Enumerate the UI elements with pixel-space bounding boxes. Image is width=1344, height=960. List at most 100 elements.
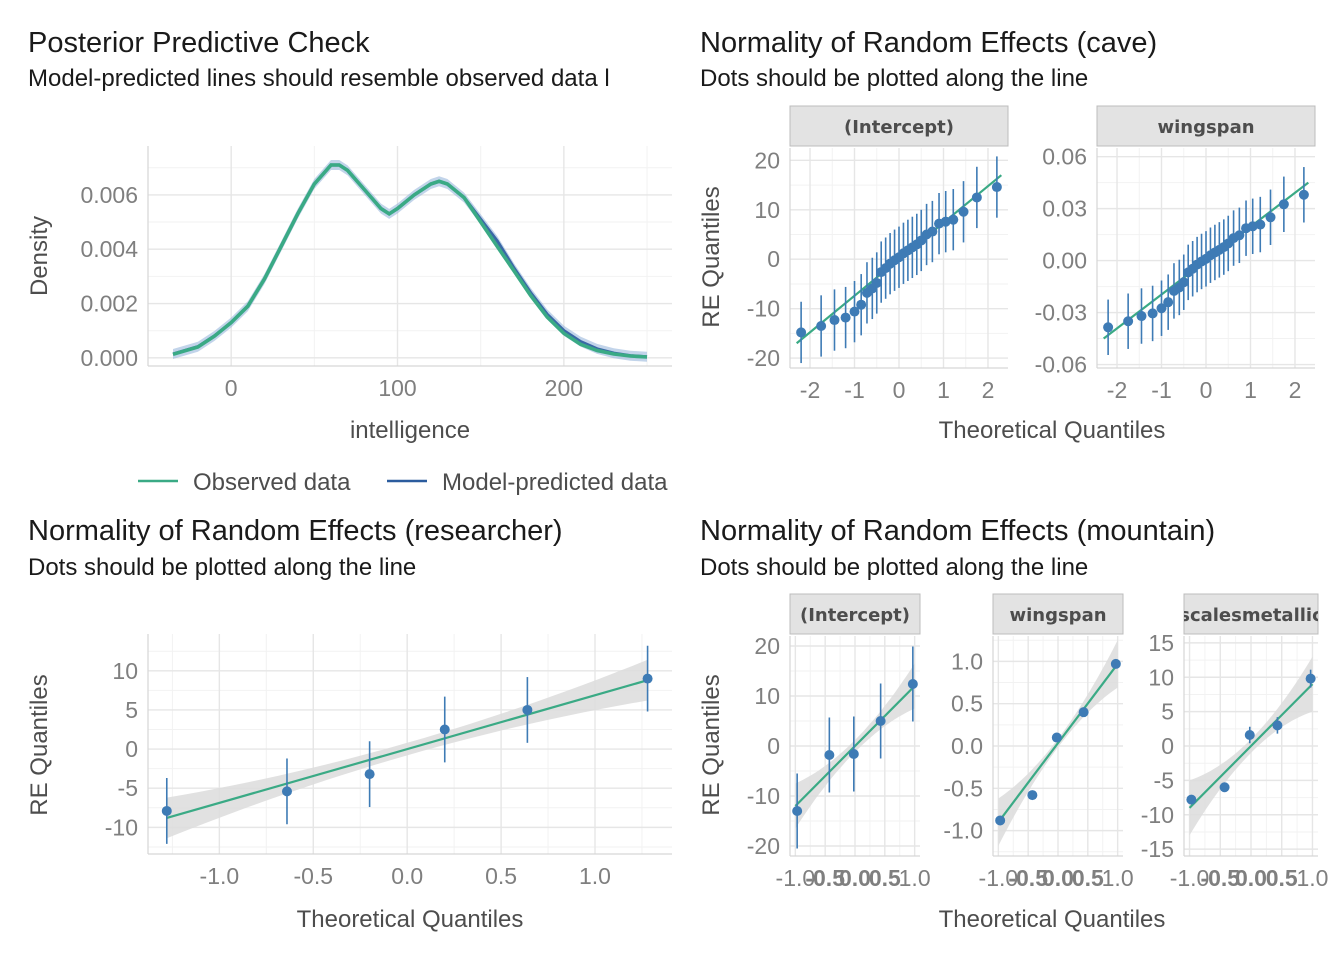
y-tick-label: -10 — [105, 814, 138, 840]
data-point — [1110, 658, 1121, 669]
data-point — [1305, 673, 1316, 684]
facet-strip — [1096, 105, 1316, 147]
y-tick-label: 0.000 — [80, 345, 138, 371]
y-tick-label: 20 — [754, 147, 780, 173]
data-point — [1163, 297, 1174, 308]
data-point — [642, 673, 653, 684]
x-tick-label: 0 — [225, 375, 238, 401]
reference-line — [997, 663, 1119, 823]
data-point — [1156, 303, 1167, 314]
x-tick-label: -2 — [800, 377, 820, 403]
x-tick-label: -0.5 — [1008, 865, 1048, 891]
researcher-title: Normality of Random Effects (researcher) — [28, 515, 563, 547]
x-tick-label: -0.5 — [293, 863, 333, 889]
x-tick-label: 0.5 — [1072, 865, 1104, 891]
researcher-y-axis-label: RE Quantiles — [26, 674, 53, 815]
data-point — [1136, 311, 1147, 322]
data-point — [1244, 730, 1255, 740]
mountain-facet-1: (Intercept) -1.0-0.50.00.51.0 -20 -10 0 10 20 — [747, 593, 931, 891]
y-tick-label: 0.002 — [80, 291, 138, 317]
cave-chart: Normality of Random Effects (cave) Dots … — [698, 27, 1316, 444]
data-point — [792, 806, 803, 816]
x-tick-label: -1 — [844, 377, 864, 403]
mountain-facet-2: wingspan-1.0-0.50.00.51.0-1.0-0.50.00.51… — [943, 593, 1134, 891]
y-tick-label: 0 — [767, 733, 780, 759]
legend-label-predicted: Model-predicted data — [442, 469, 668, 496]
data-point — [1219, 782, 1230, 793]
x-tick-label: 1.0 — [1296, 865, 1328, 891]
y-tick-label: 0.5 — [951, 691, 983, 717]
data-point — [161, 805, 172, 816]
x-tick-label: 1 — [1244, 377, 1257, 403]
x-tick-label: -2 — [1107, 377, 1127, 403]
mountain-facet-3: scalesmetallic -1.0-0.50.00.51.0 -15 -10 -5 0… — [1141, 593, 1328, 891]
y-tick-label: -5 — [1154, 767, 1174, 793]
x-tick-label: 0.5 — [1266, 865, 1298, 891]
x-tick-label: 0.5 — [485, 863, 517, 889]
y-tick-label: 0.00 — [1042, 248, 1087, 274]
legend-label-observed: Observed data — [193, 469, 351, 496]
mountain-x-axis-label: Theoretical Quantiles — [939, 906, 1166, 933]
y-tick-label: 0 — [767, 246, 780, 272]
data-point — [840, 312, 851, 323]
x-tick-label: -0.5 — [1200, 865, 1240, 891]
facet-strip — [1183, 593, 1319, 635]
x-tick-label: 1.0 — [579, 863, 611, 889]
data-point — [907, 679, 918, 689]
ppc-y-axis-label: Density — [26, 216, 53, 296]
y-tick-label: 0.006 — [80, 182, 138, 208]
data-point — [875, 716, 886, 726]
data-point — [1247, 221, 1258, 232]
data-point — [1278, 199, 1289, 210]
x-tick-label: 1.0 — [1102, 865, 1134, 891]
cave-plot-area: (Intercept)-2 -1 0 1 2-20-1001020wingspan-2-… — [747, 105, 1316, 403]
x-tick-label: 2 — [1289, 377, 1302, 403]
ppc-chart: Posterior Predictive Check Model-predict… — [26, 27, 672, 496]
y-tick-label: 5 — [1161, 699, 1174, 725]
facet-strip-label: wingspan — [1009, 605, 1106, 626]
mountain-title: Normality of Random Effects (mountain) — [700, 515, 1215, 547]
data-point — [1255, 219, 1266, 230]
x-tick-label: -1.0 — [200, 863, 240, 889]
data-point — [856, 299, 867, 310]
researcher-chart: Normality of Random Effects (researcher)… — [26, 515, 672, 933]
facet-strip — [789, 593, 921, 635]
ppc-subtitle: Model-predicted lines should resemble ob… — [28, 65, 610, 92]
y-tick-label: 0.03 — [1042, 196, 1087, 222]
x-tick-label: -0.5 — [805, 865, 845, 891]
data-point — [1186, 794, 1197, 805]
data-point — [796, 327, 807, 338]
data-point — [816, 320, 827, 331]
x-tick-label: 100 — [378, 375, 416, 401]
facet-strip-label: scalesmetallic — [1179, 605, 1323, 626]
x-tick-label: 0 — [1200, 377, 1213, 403]
data-point — [1147, 308, 1158, 319]
data-point — [281, 786, 292, 797]
mountain-chart: Normality of Random Effects (mountain) D… — [698, 515, 1328, 933]
x-tick-label: 0.0 — [839, 865, 871, 891]
data-point — [848, 749, 859, 759]
series-observed — [172, 163, 648, 359]
x-tick-label: -1.0 — [1170, 865, 1210, 891]
y-tick-label: 20 — [754, 633, 780, 659]
cave-facet-2: wingspan -2 -1 0 1 2 -0.06 -0.03 0.00 0.03 0.06 — [1035, 105, 1316, 403]
data-point — [991, 182, 1002, 193]
y-tick-label: 0.004 — [80, 236, 138, 262]
data-point — [1272, 720, 1283, 731]
data-point — [439, 724, 450, 735]
panel-background — [148, 146, 672, 366]
y-tick-label: -20 — [747, 833, 780, 859]
y-tick-label: -0.5 — [943, 775, 983, 801]
data-point — [927, 226, 938, 237]
data-point — [1265, 212, 1276, 223]
y-tick-label: 5 — [125, 697, 138, 723]
x-tick-label: -1.0 — [776, 865, 816, 891]
reference-line — [166, 679, 648, 820]
y-tick-label: 15 — [1148, 630, 1174, 656]
ppc-legend: Observed data Model-predicted data — [138, 469, 668, 496]
data-point — [1178, 277, 1189, 288]
y-tick-label: -10 — [1141, 802, 1174, 828]
researcher-subtitle: Dots should be plotted along the line — [28, 554, 416, 581]
y-tick-label: 0.0 — [951, 733, 983, 759]
